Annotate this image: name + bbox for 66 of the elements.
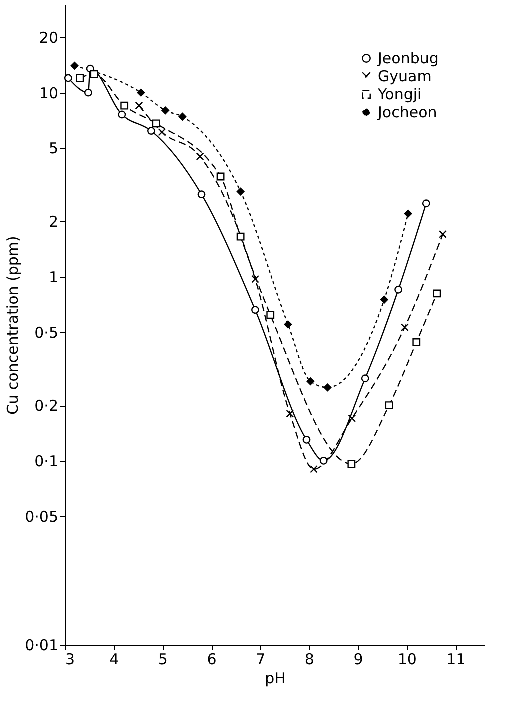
x-tick-label: 4 (110, 650, 120, 668)
y-tick-label: 2 (48, 212, 58, 231)
point (178, 112, 187, 121)
point (433, 290, 442, 298)
y-tick-label: 0·05 (25, 508, 58, 526)
point (380, 296, 388, 304)
point (135, 102, 144, 110)
x-tick-label: 7 (256, 650, 266, 668)
point (439, 230, 447, 238)
y-tick-label: 0·01 (25, 636, 58, 654)
point (120, 102, 129, 110)
point (137, 88, 146, 97)
y-tick-label: 0·2 (34, 397, 58, 416)
point (90, 70, 98, 78)
y-tick-label: 0·1 (34, 452, 58, 470)
x-tick-label: 10 (398, 650, 417, 668)
x-tick-label: 11 (446, 650, 466, 668)
point (324, 384, 332, 392)
x-tick-label: 9 (354, 650, 364, 668)
point (252, 306, 260, 314)
point (152, 120, 160, 128)
point (64, 74, 72, 82)
legend-label: Jocheon (377, 104, 438, 122)
x-tick-label: 3 (66, 650, 76, 668)
point (198, 190, 206, 199)
point (162, 106, 170, 115)
point (118, 110, 126, 119)
x-axis-title: pH (265, 670, 286, 688)
point (266, 311, 275, 320)
y-tick-label: 20 (39, 28, 58, 47)
point (412, 338, 421, 346)
point (76, 74, 84, 82)
point (348, 414, 356, 422)
point (236, 232, 245, 241)
point (306, 378, 315, 386)
point (196, 152, 204, 161)
point (252, 275, 260, 284)
x-tick-label: 8 (304, 650, 314, 668)
point (310, 465, 318, 474)
point (286, 410, 294, 418)
y-axis-title: Cu concentration (ppm) (4, 236, 22, 415)
legend-label: Gyuam (378, 68, 432, 86)
y-tick-label: 1 (48, 268, 58, 286)
point (147, 127, 156, 135)
point (158, 128, 166, 136)
y-tick-label: 10 (39, 84, 58, 102)
point (236, 188, 245, 196)
x-tick-label: 5 (158, 650, 168, 668)
point (422, 200, 430, 208)
point (320, 456, 328, 465)
point (84, 88, 92, 97)
point (284, 320, 292, 329)
legend-label: Jeonbug (377, 50, 439, 68)
point (70, 62, 79, 70)
y-tick-label: 5 (48, 140, 58, 158)
x-tick-label: 6 (207, 650, 217, 668)
legend-label: Yongji (377, 86, 422, 104)
point (404, 210, 412, 218)
point (302, 436, 311, 444)
point (400, 324, 409, 332)
y-tick-label: 0·5 (34, 324, 58, 342)
point (385, 402, 394, 410)
point (394, 286, 403, 294)
point (348, 460, 356, 468)
point (216, 172, 225, 181)
point (361, 374, 370, 383)
